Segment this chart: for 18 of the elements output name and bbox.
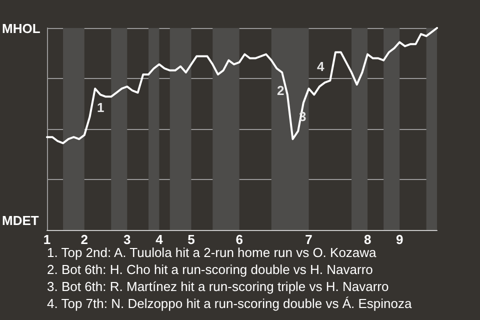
text: MDET xyxy=(2,213,39,228)
annotation: 2 xyxy=(277,83,284,98)
x-tick-label: 7 xyxy=(305,232,312,247)
x-tick-label: 6 xyxy=(236,232,243,247)
x-tick-label: 3 xyxy=(124,232,131,247)
x-tick-label: 4 xyxy=(156,232,164,247)
text: MHOL xyxy=(2,21,40,36)
x-tick-label: 1 xyxy=(43,232,51,247)
annotation: 4 xyxy=(317,59,325,74)
x-tick-label: 5 xyxy=(188,232,195,247)
x-tick-label: 2 xyxy=(80,232,88,247)
text: 2. Bot 6th: H. Cho hit a run-scoring double vs H. Navarro xyxy=(47,262,373,277)
x-tick-label: 9 xyxy=(396,232,404,247)
text: 1. Top 2nd: A. Tuulola hit a 2-run home run vs O. Kozawa xyxy=(47,245,378,260)
annotation: 1 xyxy=(97,100,104,115)
text: 4. Top 7th: N. Delzoppo hit a run-scoring double vs Á. Espinoza xyxy=(47,296,412,311)
x-tick-label: 8 xyxy=(364,232,372,247)
text: 3. Bot 6th: R. Martínez hit a run-scoring triple vs H. Navarro xyxy=(47,279,389,294)
